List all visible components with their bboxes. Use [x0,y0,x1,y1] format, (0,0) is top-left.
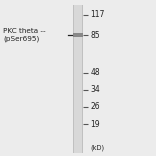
Text: 48: 48 [90,68,100,77]
Bar [82,5,83,153]
Text: 85: 85 [90,31,100,40]
Bar [73,33,83,37]
Text: 117: 117 [90,10,105,19]
Bar [73,5,74,153]
Text: (kD): (kD) [90,144,105,151]
Bar [73,5,83,153]
Text: 26: 26 [90,102,100,111]
Text: 19: 19 [90,119,100,129]
Text: (pSer695): (pSer695) [3,36,39,42]
Text: PKC theta --: PKC theta -- [3,28,46,34]
Text: 34: 34 [90,85,100,94]
